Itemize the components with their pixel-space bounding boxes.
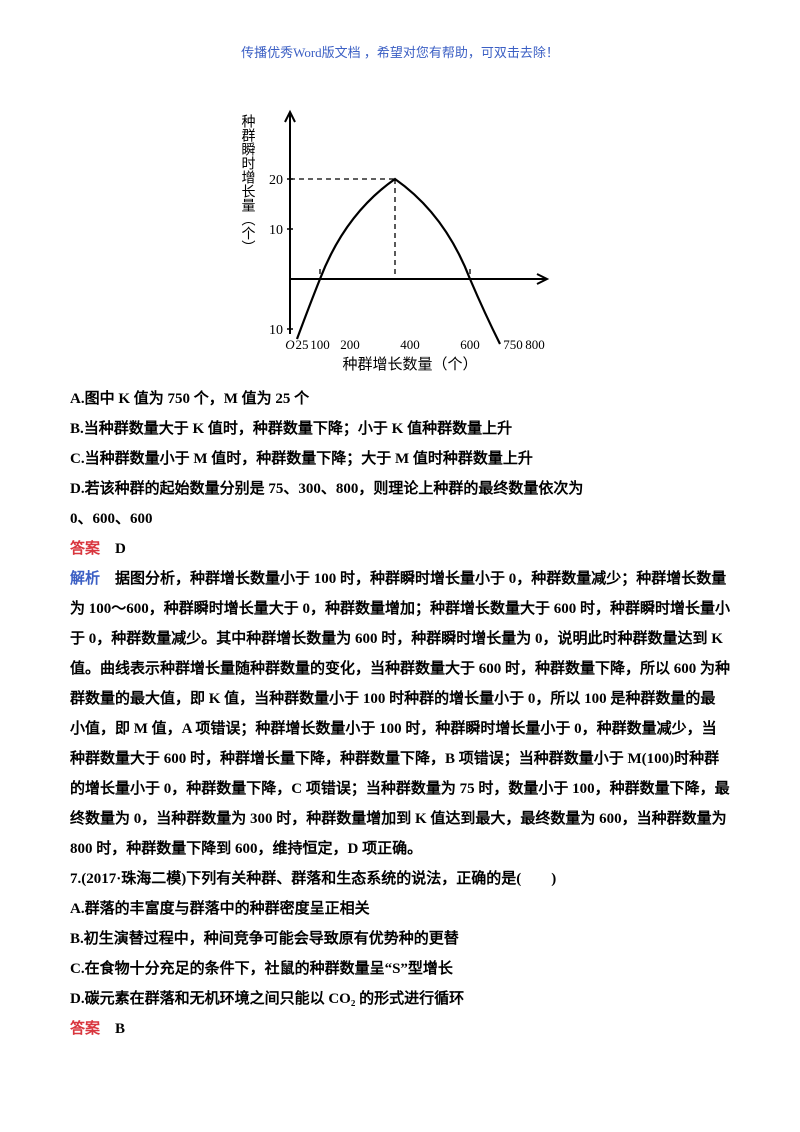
q7-stem: 7.(2017·珠海二模)下列有关种群、群落和生态系统的说法，正确的是( ) [70,864,730,894]
y-tick-10: 10 [269,223,283,238]
option-d-line1: D.若该种群的起始数量分别是 75、300、800，则理论上种群的最终数量依次为 [70,474,730,504]
q7-option-a: A.群落的丰富度与群落中的种群密度呈正相关 [70,894,730,924]
answer-block-1: 答案 D [70,534,730,564]
population-growth-chart: 种群瞬时增长量（个） 20 10 10 O 25 100 200 4 [235,84,565,374]
x-axis-label: 种群增长数量（个） [342,356,477,373]
q7-option-d: D.碳元素在群落和无机环境之间只能以 CO₂ 的形式进行循环 [70,984,730,1014]
header-note: 传播优秀Word版文档 ，希望对您有帮助，可双击去除！ [70,40,730,66]
y-tick-neg10: 10 [269,323,283,338]
answer2-label: 答案 [70,1021,100,1037]
x-tick-600: 600 [460,337,480,352]
answer-block-2: 答案 B [70,1014,730,1044]
option-d-line2: 0、600、600 [70,504,730,534]
explain-text: 据图分析，种群增长数量小于 100 时，种群瞬时增长量小于 0，种群数量减少；种… [70,571,730,857]
explanation-block: 解析 据图分析，种群增长数量小于 100 时，种群瞬时增长量小于 0，种群数量减… [70,564,730,864]
y-tick-20: 20 [269,173,283,188]
answer-label: 答案 [70,541,100,557]
chart-container: 种群瞬时增长量（个） 20 10 10 O 25 100 200 4 [70,84,730,374]
x-tick-200: 200 [340,337,360,352]
x-tick-800: 800 [525,337,545,352]
option-c: C.当种群数量小于 M 值时，种群数量下降；大于 M 值时种群数量上升 [70,444,730,474]
option-b: B.当种群数量大于 K 值时，种群数量下降；小于 K 值种群数量上升 [70,414,730,444]
x-tick-100: 100 [310,337,330,352]
answer-value: D [115,541,126,557]
growth-curve [297,179,500,344]
explain-label: 解析 [70,571,100,587]
origin-label: O [285,337,295,352]
q7-option-c: C.在食物十分充足的条件下，社鼠的种群数量呈“S”型增长 [70,954,730,984]
answer2-value: B [115,1021,125,1037]
x-tick-400: 400 [400,337,420,352]
y-axis-label: 种群瞬时增长量（个） [240,114,256,254]
x-tick-750: 750 [503,337,523,352]
x-tick-25: 25 [296,337,309,352]
option-a: A.图中 K 值为 750 个，M 值为 25 个 [70,384,730,414]
q7-option-b: B.初生演替过程中，种间竞争可能会导致原有优势种的更替 [70,924,730,954]
